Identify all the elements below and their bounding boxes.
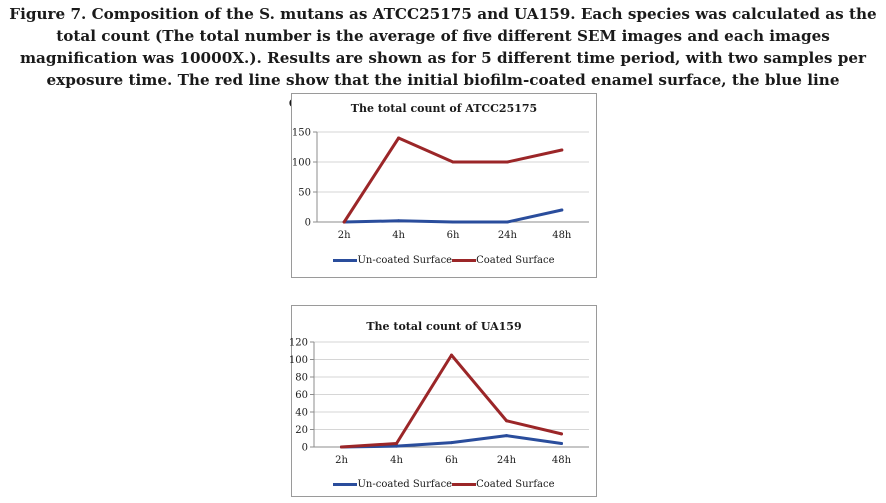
chart-panel-ua159: The total count of UA159 0 20 40 60 80 100 120… [289, 305, 597, 497]
figure-caption: Figure 7. Composition of the S. mutans a… [9, 5, 877, 111]
x-tick-label: 4h [392, 230, 405, 241]
y-tick-label: 150 [292, 128, 311, 139]
legend-swatch-coated [452, 483, 477, 486]
y-tick-label: 40 [295, 408, 308, 419]
data-point [560, 442, 563, 445]
data-point [505, 419, 508, 423]
chart-title: The total count of UA159 [366, 320, 522, 333]
data-point [397, 136, 401, 140]
x-tick-label: 2h [338, 230, 351, 241]
x-tick-label: 48h [552, 455, 572, 466]
legend-swatch-uncoated [333, 483, 358, 486]
data-point [560, 148, 564, 152]
chart-legend: Un-coated Surface Coated Surface [292, 479, 596, 490]
y-tick-label: 100 [289, 355, 308, 366]
x-tick-label: 6h [445, 455, 458, 466]
legend-label-uncoated: Un-coated Surface [357, 479, 453, 490]
y-tick-label: 60 [295, 390, 308, 401]
data-point [505, 220, 509, 224]
legend-label-coated: Coated Surface [476, 255, 555, 266]
data-point [505, 160, 509, 164]
legend-swatch-coated [452, 259, 477, 262]
data-point [395, 442, 398, 445]
data-point [397, 219, 401, 223]
data-point [342, 220, 346, 224]
chart-legend: Un-coated Surface Coated Surface [292, 255, 596, 266]
legend-item-coated: Coated Surface [452, 255, 555, 266]
y-tick-label: 100 [292, 158, 311, 169]
legend-label-uncoated: Un-coated Surface [357, 255, 453, 266]
x-tick-label: 4h [390, 455, 403, 466]
y-tick-label: 20 [295, 425, 308, 436]
x-tick-label: 48h [552, 230, 572, 241]
legend-item-coated: Coated Surface [452, 479, 555, 490]
x-tick-label: 24h [497, 455, 517, 466]
chart-plot-ua159: 0 20 40 60 80 100 120 2h 4h 6h 24h 48h [289, 338, 589, 466]
y-tick-label: 80 [295, 373, 308, 384]
chart-panel-atcc25175: The total count of ATCC25175 0 50 100 150 2h… [291, 93, 597, 278]
legend-item-uncoated: Un-coated Surface [333, 255, 452, 266]
data-point [395, 444, 398, 448]
data-point [560, 432, 563, 436]
data-point [340, 445, 343, 449]
chart-title: The total count of ATCC25175 [350, 102, 538, 115]
series-line-uncoated [342, 208, 564, 224]
x-tick-label: 6h [447, 230, 460, 241]
data-point [505, 434, 508, 438]
legend-label-coated: Coated Surface [476, 479, 555, 490]
data-point [451, 160, 455, 164]
y-tick-label: 0 [302, 443, 308, 454]
data-point [450, 353, 453, 357]
chart-plot-atcc25175: 0 50 100 150 2h 4h 6h 24h 48h [292, 128, 589, 241]
x-tick-label: 2h [335, 455, 348, 466]
data-point [560, 208, 564, 212]
legend-swatch-uncoated [333, 259, 358, 262]
data-point [450, 441, 453, 445]
y-tick-label: 0 [305, 218, 311, 229]
data-point [451, 220, 455, 224]
legend-item-uncoated: Un-coated Surface [333, 479, 452, 490]
x-tick-label: 24h [498, 230, 518, 241]
series-line-coated [340, 353, 563, 449]
y-tick-label: 50 [298, 188, 311, 199]
series-line-coated [342, 136, 564, 224]
y-tick-label: 120 [289, 338, 308, 349]
